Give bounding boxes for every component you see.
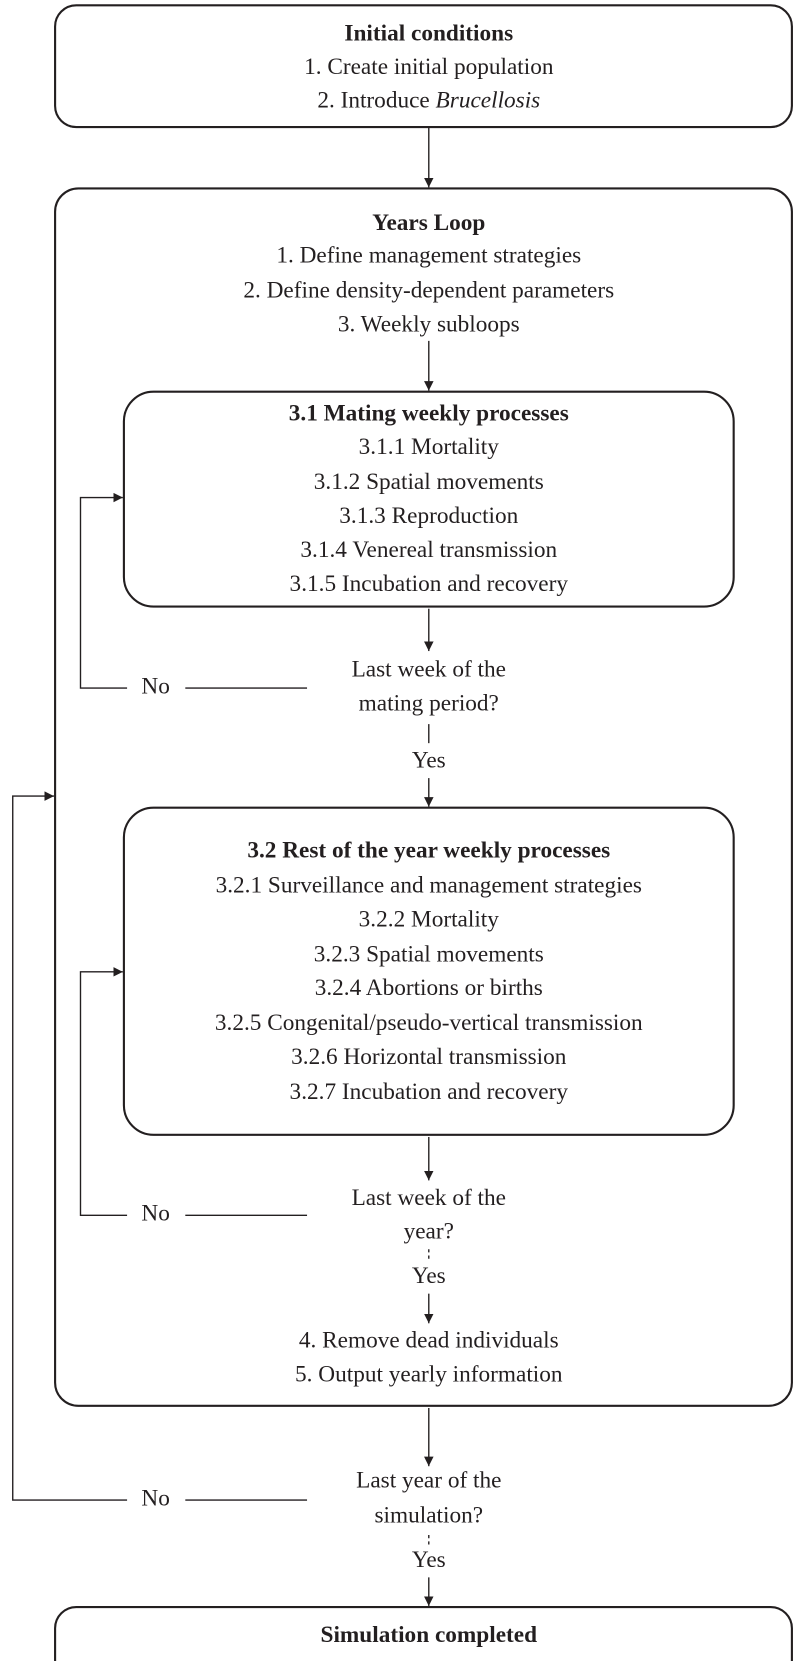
no-label: No [141,673,169,699]
connectors [12,127,434,1606]
step: 3.1.4 Venereal transmission [300,537,557,563]
decision-question: Last week of the [352,1185,506,1211]
intro-italic: Brucellosis [436,88,541,114]
yes-label: Yes [412,1263,446,1289]
box-title: Years Loop [372,210,485,236]
rest-box [122,806,735,1136]
yes-label: Yes [412,748,446,774]
box-title: 3.1 Mating weekly processes [289,400,569,426]
step: 5. Output yearly information [295,1362,563,1388]
decision-question: simulation? [375,1502,484,1528]
step: 3.1.1 Mortality [359,434,500,460]
box-title: 3.2 Rest of the year weekly processes [247,838,610,864]
step: 3.2.6 Horizontal transmission [291,1044,567,1070]
mating-box [122,390,735,608]
no-label: No [141,1485,169,1511]
box-title: Simulation completed [321,1622,538,1648]
step: 3.2.7 Incubation and recovery [290,1079,569,1105]
box-title: Initial conditions [344,20,513,46]
yes-label: Yes [412,1547,446,1573]
decision-question: Last year of the [356,1467,501,1493]
step: 3.2.4 Abortions or births [315,975,543,1001]
step: 3.1.5 Incubation and recovery [290,571,569,597]
intro-step: 2. Introduce Brucellosis [317,88,540,114]
step: 4. Remove dead individuals [299,1328,559,1354]
final-box [54,1605,793,1661]
step: 3.1.2 Spatial movements [314,469,544,495]
step: 3.2.2 Mortality [359,906,500,932]
initial-box [54,4,793,129]
decision-question: mating period? [359,690,499,716]
intro-text: 2. Introduce [317,88,435,114]
no-label: No [141,1201,169,1227]
step: 1. Define management strategies [276,243,581,269]
step: 3.2.3 Spatial movements [314,941,544,967]
step: 3.1.3 Reproduction [339,503,518,529]
decision-question: year? [404,1219,454,1245]
step: 3.2.5 Congenital/pseudo-vertical transmi… [215,1010,643,1036]
step: 3. Weekly subloops [338,311,520,337]
step: 1. Create initial population [304,54,554,80]
step: 3.2.1 Surveillance and management strate… [216,872,642,898]
step: 2. Define density-dependent parameters [243,278,614,304]
decision-question: Last week of the [352,657,506,683]
